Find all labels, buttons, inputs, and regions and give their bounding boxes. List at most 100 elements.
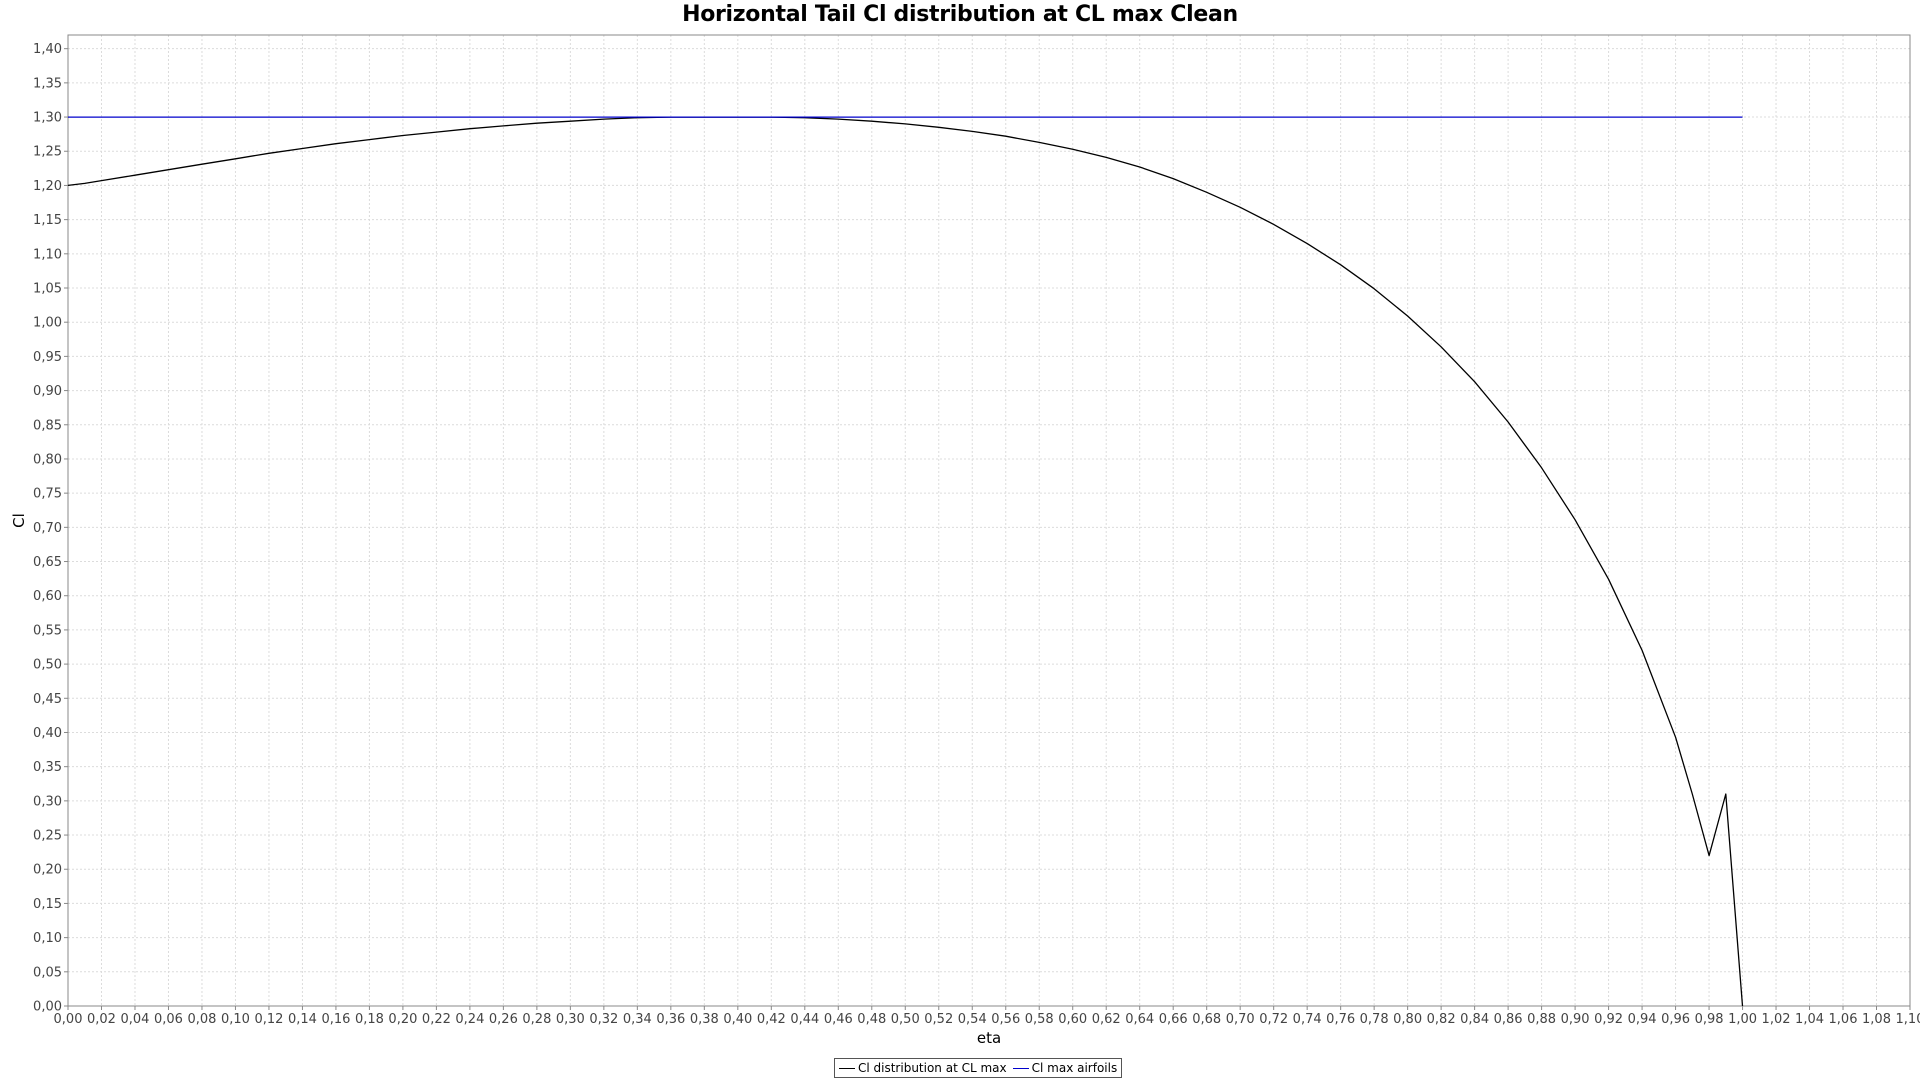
y-tick-label: 0,00 (33, 1000, 62, 1015)
y-tick-label: 0,15 (33, 897, 62, 912)
y-tick-label: 0,60 (33, 589, 62, 604)
y-tick-label: 0,30 (33, 794, 62, 809)
legend-swatch-cl-distribution (839, 1067, 855, 1069)
grid-lines (67, 35, 1911, 1007)
legend-label-cl-max-airfoils: Cl max airfoils (1031, 1061, 1118, 1075)
y-tick-label: 0,75 (33, 487, 62, 502)
x-tick-label: 0,32 (589, 1012, 618, 1027)
legend-label-cl-distribution: Cl distribution at CL max (858, 1061, 1007, 1075)
y-tick-label: 1,40 (33, 42, 62, 57)
x-tick-label: 0,58 (1025, 1012, 1054, 1027)
x-tick-label: 0,76 (1326, 1012, 1355, 1027)
y-tick-label: 0,80 (33, 452, 62, 467)
x-tick-label: 0,18 (355, 1012, 384, 1027)
x-tick-label: 0,24 (455, 1012, 484, 1027)
x-tick-label: 0,54 (958, 1012, 987, 1027)
x-tick-label: 1,00 (1728, 1012, 1757, 1027)
x-tick-label: 0,78 (1360, 1012, 1389, 1027)
x-tick-label: 0,34 (623, 1012, 652, 1027)
legend: Cl distribution at CL max Cl max airfoil… (834, 1058, 1123, 1078)
x-tick-label: 0,72 (1259, 1012, 1288, 1027)
y-tick-label: 1,10 (33, 247, 62, 262)
x-tick-label: 0,42 (757, 1012, 786, 1027)
x-tick-label: 0,64 (1125, 1012, 1154, 1027)
x-tick-label: 0,90 (1561, 1012, 1590, 1027)
legend-swatch-cl-max-airfoils (1012, 1067, 1029, 1069)
y-tick-label: 1,30 (33, 111, 62, 126)
x-tick-label: 0,50 (891, 1012, 920, 1027)
legend-item-cl-distribution: Cl distribution at CL max (839, 1061, 1007, 1075)
x-tick-label: 0,66 (1159, 1012, 1188, 1027)
y-tick-label: 1,15 (33, 213, 62, 228)
x-tick-label: 0,40 (723, 1012, 752, 1027)
x-tick-label: 0,80 (1393, 1012, 1422, 1027)
x-tick-label: 0,02 (87, 1012, 116, 1027)
x-tick-label: 1,10 (1896, 1012, 1920, 1027)
x-tick-label: 0,14 (288, 1012, 317, 1027)
y-tick-label: 0,70 (33, 521, 62, 536)
x-tick-label: 0,74 (1293, 1012, 1322, 1027)
y-tick-label: 0,90 (33, 384, 62, 399)
y-tick-label: 1,00 (33, 316, 62, 331)
y-tick-label: 0,55 (33, 623, 62, 638)
series-layer (67, 116, 1744, 1007)
x-tick-label: 1,06 (1829, 1012, 1858, 1027)
x-tick-label: 0,08 (187, 1012, 216, 1027)
x-tick-label: 0,92 (1594, 1012, 1623, 1027)
y-tick-label: 0,25 (33, 829, 62, 844)
x-tick-label: 0,48 (857, 1012, 886, 1027)
y-tick-label: 1,35 (33, 76, 62, 91)
y-tick-label: 0,85 (33, 418, 62, 433)
series-line-cl-distribution (67, 116, 1744, 1007)
x-tick-label: 0,22 (422, 1012, 451, 1027)
y-tick-label: 0,10 (33, 931, 62, 946)
x-tick-label: 0,56 (991, 1012, 1020, 1027)
x-tick-label: 0,12 (254, 1012, 283, 1027)
x-tick-label: 0,84 (1460, 1012, 1489, 1027)
y-tick-label: 1,25 (33, 145, 62, 160)
y-axis-label: Cl (10, 513, 28, 528)
x-tick-label: 0,94 (1628, 1012, 1657, 1027)
x-tick-label: 0,30 (556, 1012, 585, 1027)
x-tick-label: 0,10 (221, 1012, 250, 1027)
legend-item-cl-max-airfoils: Cl max airfoils (1012, 1061, 1118, 1075)
x-tick-label: 0,06 (154, 1012, 183, 1027)
x-tick-label: 0,62 (1092, 1012, 1121, 1027)
x-tick-label: 0,70 (1226, 1012, 1255, 1027)
y-tick-label: 0,20 (33, 863, 62, 878)
plot-frame (67, 34, 1911, 1007)
x-tick-label: 0,38 (690, 1012, 719, 1027)
x-tick-label: 0,04 (121, 1012, 150, 1027)
x-tick-label: 0,68 (1192, 1012, 1221, 1027)
x-tick-label: 0,82 (1427, 1012, 1456, 1027)
x-tick-label: 0,96 (1661, 1012, 1690, 1027)
y-tick-label: 0,65 (33, 555, 62, 570)
x-tick-label: 0,88 (1527, 1012, 1556, 1027)
x-tick-label: 0,16 (321, 1012, 350, 1027)
plot-area: 0,00 0,02 0,04 0,06 0,08 0,10 0,12 0,14 0,16 0,18… (10, 34, 1920, 1047)
x-tick-label: 0,44 (790, 1012, 819, 1027)
y-tick-label: 0,95 (33, 350, 62, 365)
x-tick-label: 0,86 (1494, 1012, 1523, 1027)
y-tick-label: 0,05 (33, 965, 62, 980)
x-tick-label: 0,20 (388, 1012, 417, 1027)
x-tick-label: 0,26 (489, 1012, 518, 1027)
y-tick-label: 1,20 (33, 179, 62, 194)
y-tick-label: 1,05 (33, 282, 62, 297)
x-tick-label: 0,28 (522, 1012, 551, 1027)
y-axis-ticks: 0,00 0,05 0,10 0,15 0,20 0,25 0,30 0,35 0,40 0,45… (33, 42, 68, 1015)
x-tick-label: 0,98 (1695, 1012, 1724, 1027)
y-tick-label: 0,35 (33, 760, 62, 775)
x-tick-label: 0,46 (824, 1012, 853, 1027)
y-tick-label: 0,50 (33, 658, 62, 673)
y-tick-label: 0,45 (33, 692, 62, 707)
chart-title: Horizontal Tail Cl distribution at CL ma… (682, 2, 1238, 27)
x-tick-label: 0,52 (924, 1012, 953, 1027)
x-tick-label: 0,60 (1058, 1012, 1087, 1027)
y-tick-label: 0,40 (33, 726, 62, 741)
x-tick-label: 0,00 (54, 1012, 83, 1027)
x-axis-ticks: 0,00 0,02 0,04 0,06 0,08 0,10 0,12 0,14 0,16 0,18… (54, 1006, 1920, 1027)
x-tick-label: 1,04 (1795, 1012, 1824, 1027)
x-axis-label: eta (977, 1029, 1001, 1047)
x-tick-label: 1,02 (1762, 1012, 1791, 1027)
